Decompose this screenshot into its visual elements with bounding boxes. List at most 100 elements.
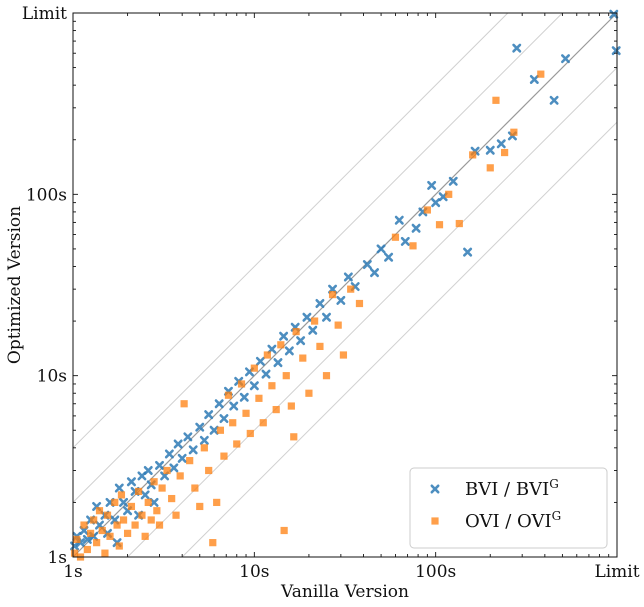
legend-marker-bvi [430, 484, 440, 494]
ovi-point [328, 290, 337, 299]
ovi-point [229, 419, 237, 427]
bvi-point [284, 346, 294, 356]
bvi-point [188, 445, 198, 455]
y-tick-label: Limit [22, 4, 67, 24]
bvi-point [255, 356, 265, 366]
y-tick-label: 1s [47, 548, 67, 568]
reference-line-4 [72, 12, 509, 449]
diagonal-line [72, 12, 618, 558]
ovi-point [83, 545, 91, 554]
bvi-point [302, 312, 312, 322]
ovi-point [347, 285, 355, 293]
bvi-point [173, 439, 183, 449]
ovi-point [299, 354, 307, 362]
ovi-point [147, 516, 155, 524]
ovi-point [455, 219, 463, 228]
bvi-point [411, 223, 421, 233]
reference-line-2 [127, 67, 618, 558]
ovi-point [70, 549, 79, 557]
legend: BVI / BVIG OVI / OVIG [409, 467, 608, 549]
bvi-point [126, 477, 136, 487]
ovi-point [537, 70, 545, 78]
y-axis-label: Optimized Version [5, 206, 25, 364]
ovi-point [127, 502, 136, 511]
bvi-point [431, 198, 441, 208]
bvi-point [370, 268, 380, 278]
x-tick-label: Limit [594, 562, 639, 582]
y-tick-label: 100s [26, 185, 67, 205]
ovi-point [168, 494, 176, 503]
ovi-point [501, 148, 509, 157]
bvi-point [164, 449, 174, 459]
x-axis-label: Vanilla Version [280, 582, 409, 602]
ovi-point [191, 484, 199, 492]
ovi-point [259, 419, 267, 427]
ovi-point [196, 502, 204, 511]
bvi-point [261, 369, 271, 379]
ovi-point [155, 521, 164, 529]
ovi-point [158, 484, 166, 492]
legend-item: BVI / BVIG [430, 477, 559, 500]
ovi-point [103, 511, 112, 519]
x-tick-label: 1s [63, 562, 83, 582]
bvi-point [149, 497, 159, 507]
bvi-point [114, 483, 124, 493]
reference-line-3 [72, 12, 563, 503]
ovi-point [322, 372, 331, 380]
reference-lines [72, 12, 618, 558]
bvi-point [183, 432, 193, 442]
legend-label-text: BVI / BVI [465, 479, 549, 500]
ovi-point [93, 539, 101, 547]
ovi-point [268, 382, 276, 390]
bvi-point [448, 176, 458, 186]
bvi-point [143, 465, 153, 475]
ovi-point [224, 391, 233, 399]
ovi-point [287, 402, 295, 410]
bvi-point [273, 358, 283, 368]
ovi-point [86, 529, 95, 537]
bvi-point [609, 9, 619, 19]
bvi-point [249, 381, 259, 391]
legend-item: OVI / OVIG [431, 509, 561, 532]
bvi-point [362, 260, 372, 270]
ovi-point [334, 321, 342, 329]
ovi-point [242, 409, 250, 417]
ovi-point [150, 478, 158, 486]
legend-label-sup: G [549, 477, 559, 491]
ovi-point [73, 535, 81, 544]
bvi-point [279, 331, 289, 341]
reference-line-1 [181, 121, 618, 558]
ovi-point [255, 394, 263, 402]
bvi-point [549, 95, 559, 105]
ovi-point [250, 364, 258, 372]
x-tick-label: 100s [415, 562, 456, 582]
bvi-point [308, 325, 318, 335]
ovi-point [144, 498, 152, 507]
bvi-point [199, 435, 209, 445]
ovi-point [355, 299, 364, 308]
bvi-point [119, 497, 129, 507]
legend-label: BVI / BVIG [465, 477, 559, 500]
ovi-point [339, 351, 348, 359]
bvi-point [485, 145, 495, 155]
ovi-point [409, 242, 417, 250]
ovi-point [305, 389, 313, 397]
bvi-point [229, 401, 239, 411]
ovi-point [277, 341, 285, 349]
bvi-point [195, 422, 205, 432]
bvi-point [394, 215, 404, 225]
bvi-point [400, 236, 410, 246]
legend-marker-ovi [431, 517, 439, 525]
ovi-point [423, 206, 431, 214]
bvi-point [376, 244, 386, 254]
ovi-point [111, 498, 119, 507]
bvi-point [140, 490, 150, 500]
ovi-point [80, 521, 88, 529]
ovi-point [119, 516, 128, 524]
ovi-point [220, 452, 228, 460]
bvi-point [169, 463, 179, 473]
ovi-point [272, 405, 280, 414]
ovi-point [492, 96, 500, 104]
bvi-point [267, 344, 277, 354]
